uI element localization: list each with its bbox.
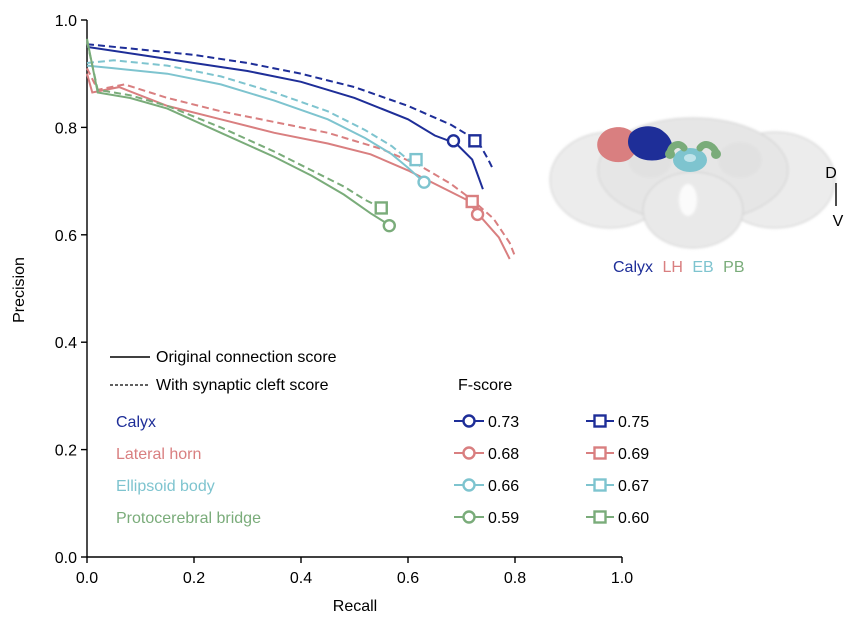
marker-solid-lateral-horn	[470, 207, 485, 222]
fscore-dashed-protocerebral-bridge: 0.60	[618, 510, 649, 527]
brain-regions	[597, 126, 721, 172]
legend-region-ellipsoid-body: Ellipsoid body	[116, 478, 215, 495]
inset-label-lh: LH	[662, 259, 682, 276]
inset-region-labels: Calyx LH EB PB	[613, 259, 745, 276]
inset-label-eb: EB	[692, 259, 713, 276]
curve-solid-calyx	[86, 45, 484, 190]
legend-circle-marker	[462, 414, 476, 428]
marker-dashed-calyx	[468, 134, 482, 148]
fscore-solid-lateral-horn: 0.68	[488, 446, 519, 463]
marker-solid-ellipsoid-body	[417, 175, 431, 189]
lateral-horn-region	[597, 127, 637, 163]
y-tick-label: 0.8	[55, 120, 77, 137]
x-ticks: 0.0 0.2 0.4 0.6 0.8 1.0	[76, 557, 633, 587]
legend-region-calyx: Calyx	[116, 414, 156, 431]
x-tick-label: 0.0	[76, 570, 98, 587]
inset-label-pb: PB	[723, 259, 744, 276]
dv-axis-bottom: V	[833, 213, 844, 230]
line-style-legend: Original connection score With synaptic …	[110, 349, 512, 394]
curve-dashed-ellipsoid-body	[86, 59, 416, 161]
legend-square-marker	[593, 414, 607, 428]
y-tick-label: 0.2	[55, 443, 77, 460]
calyx-region	[628, 126, 673, 161]
legend-circle-marker	[462, 446, 476, 460]
x-tick-label: 0.2	[183, 570, 205, 587]
legend-dashed-label: With synaptic cleft score	[156, 377, 329, 394]
y-ticks: 0.0 0.2 0.4 0.6 0.8 1.0	[55, 13, 87, 567]
fscore-dashed-lateral-horn: 0.69	[618, 446, 649, 463]
legend-square-marker	[593, 510, 607, 524]
fscore-solid-calyx: 0.73	[488, 414, 519, 431]
dv-axis: D V	[825, 165, 843, 230]
legend-square-marker	[593, 446, 607, 460]
curve-dashed-lateral-horn	[86, 67, 516, 257]
brain-silhouette	[549, 117, 836, 249]
x-axis-label: Recall	[333, 598, 377, 615]
marker-solid-calyx	[446, 134, 461, 148]
legend-region-lateral-horn: Lateral horn	[116, 446, 201, 463]
operating-point-markers	[374, 134, 485, 233]
fscore-solid-ellipsoid-body: 0.66	[488, 478, 519, 495]
legend-solid-label: Original connection score	[156, 349, 337, 366]
axes: 0.0 0.2 0.4 0.6 0.8 1.0 0.0 0.2 0.4 0.6 0.8 1.0 Re…	[11, 13, 633, 615]
inset-label-calyx: Calyx	[613, 259, 653, 276]
legend-circle-marker	[462, 510, 476, 524]
brain-inset: D V Calyx LH EB PB	[549, 117, 844, 276]
fscore-dashed-calyx: 0.75	[618, 414, 649, 431]
x-tick-label: 0.8	[504, 570, 526, 587]
legend-circle-marker	[462, 478, 476, 492]
y-tick-label: 0.4	[55, 335, 77, 352]
y-tick-label: 0.0	[55, 550, 77, 567]
x-tick-label: 0.4	[290, 570, 312, 587]
dv-axis-top: D	[825, 165, 837, 182]
marker-solid-protocerebral-bridge	[382, 218, 396, 233]
marker-dashed-protocerebral-bridge	[374, 201, 388, 215]
fscore-heading: F-score	[458, 377, 512, 394]
curve-solid-ellipsoid-body	[86, 64, 425, 183]
legend-backdrop	[100, 342, 700, 542]
y-tick-label: 1.0	[55, 13, 77, 30]
region-legend: Calyx 0.73 0.75 Lateral horn 0.68 0.69 Ellipso…	[116, 414, 649, 527]
marker-dashed-lateral-horn	[465, 194, 479, 209]
y-tick-label: 0.6	[55, 228, 77, 245]
fscore-solid-protocerebral-bridge: 0.59	[488, 510, 519, 527]
fscore-dashed-ellipsoid-body: 0.67	[618, 478, 649, 495]
x-tick-label: 0.6	[397, 570, 419, 587]
legend-square-marker	[593, 478, 607, 492]
y-axis-label: Precision	[11, 257, 28, 323]
marker-dashed-ellipsoid-body	[409, 152, 423, 167]
x-tick-label: 1.0	[611, 570, 633, 587]
curve-solid-protocerebral-bridge	[86, 38, 393, 228]
pr-curves	[86, 38, 516, 260]
legend-region-protocerebral-bridge: Protocerebral bridge	[116, 510, 261, 527]
